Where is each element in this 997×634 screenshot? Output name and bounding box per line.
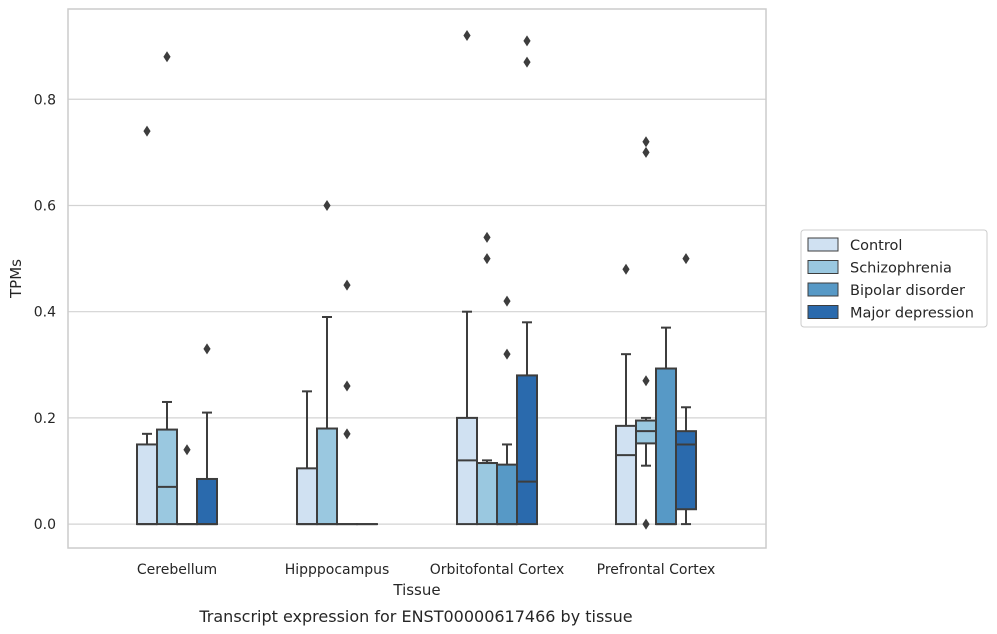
box-control-1 bbox=[296, 390, 318, 526]
box-major-depression-3 bbox=[675, 253, 697, 526]
y-tick-label: 0.6 bbox=[34, 198, 56, 214]
outlier-point bbox=[483, 231, 491, 243]
outlier-point bbox=[642, 146, 650, 158]
box-schizophrenia-2 bbox=[476, 231, 498, 526]
plot-area-frame bbox=[67, 8, 767, 549]
boxes bbox=[136, 30, 697, 530]
y-axis-label: TPMs bbox=[7, 259, 25, 299]
box-control-2 bbox=[456, 30, 478, 526]
y-tick-label: 0.4 bbox=[34, 305, 56, 321]
box-body bbox=[476, 462, 498, 526]
box-control-0 bbox=[136, 125, 158, 526]
outlier-point bbox=[523, 35, 531, 47]
box-body bbox=[675, 430, 697, 511]
box-bipolar-disorder-1 bbox=[336, 279, 358, 526]
box-schizophrenia-0 bbox=[156, 51, 178, 526]
x-tick-label: Orbitofontal Cortex bbox=[430, 562, 565, 578]
legend: Control Schizophrenia Bipolar disorder Majo… bbox=[800, 229, 988, 328]
legend-label: Schizophrenia bbox=[850, 261, 952, 277]
box-body bbox=[316, 427, 338, 526]
outlier-point bbox=[622, 263, 630, 275]
box-body bbox=[136, 443, 158, 526]
outlier-point bbox=[183, 444, 191, 456]
box-body bbox=[456, 416, 478, 526]
box-schizophrenia-1 bbox=[316, 199, 338, 526]
y-tick-label: 0.8 bbox=[34, 92, 56, 108]
outlier-point bbox=[343, 380, 351, 392]
box-body bbox=[496, 463, 518, 526]
x-tick-label: Cerebellum bbox=[137, 562, 217, 578]
outlier-point bbox=[503, 295, 511, 307]
outlier-point bbox=[143, 125, 151, 137]
y-tick-label: 0.0 bbox=[34, 517, 56, 533]
chart-caption: Transcript expression for ENST0000061746… bbox=[198, 607, 632, 626]
outlier-point bbox=[463, 30, 471, 42]
box-bipolar-disorder-3 bbox=[655, 326, 677, 526]
box-body bbox=[516, 374, 538, 526]
outlier-point bbox=[483, 253, 491, 265]
legend-swatch-major-depression bbox=[807, 305, 839, 319]
y-tick-labels: 0.0 0.2 0.4 0.6 0.8 bbox=[34, 92, 56, 533]
legend-label: Control bbox=[850, 238, 902, 254]
outlier-point bbox=[642, 518, 650, 530]
x-axis-label: Tissue bbox=[392, 581, 440, 599]
legend-swatch-bipolar-disorder bbox=[807, 282, 839, 297]
outlier-point bbox=[163, 51, 171, 63]
y-tick-label: 0.2 bbox=[34, 411, 56, 427]
box-bipolar-disorder-0 bbox=[176, 444, 198, 526]
legend-swatch-control bbox=[807, 237, 839, 252]
outlier-point bbox=[323, 199, 331, 211]
outlier-point bbox=[203, 343, 211, 355]
box-control-3 bbox=[615, 263, 637, 526]
outlier-point bbox=[523, 56, 531, 68]
box-major-depression-0 bbox=[196, 343, 218, 526]
outlier-point bbox=[642, 375, 650, 387]
box-major-depression-2 bbox=[516, 35, 538, 526]
box-body bbox=[615, 424, 637, 526]
box-body bbox=[156, 428, 178, 526]
outlier-point bbox=[343, 279, 351, 291]
legend-swatch-schizophrenia bbox=[807, 260, 839, 274]
box-body bbox=[296, 467, 318, 526]
box-schizophrenia-3 bbox=[635, 136, 657, 530]
outlier-point bbox=[503, 348, 511, 360]
legend-frame bbox=[800, 229, 988, 328]
x-tick-label: Hipppocampus bbox=[285, 562, 390, 578]
outlier-point bbox=[682, 253, 690, 265]
x-tick-labels: Cerebellum Hipppocampus Orbitofontal Corte… bbox=[137, 562, 715, 578]
outlier-point bbox=[343, 428, 351, 440]
legend-label: Major depression bbox=[850, 306, 974, 322]
outlier-point bbox=[642, 136, 650, 148]
box-bipolar-disorder-2 bbox=[496, 295, 518, 526]
box-body bbox=[655, 367, 677, 526]
x-tick-label: Prefrontal Cortex bbox=[597, 562, 716, 578]
box-body bbox=[196, 477, 218, 526]
legend-label: Bipolar disorder bbox=[850, 283, 965, 299]
